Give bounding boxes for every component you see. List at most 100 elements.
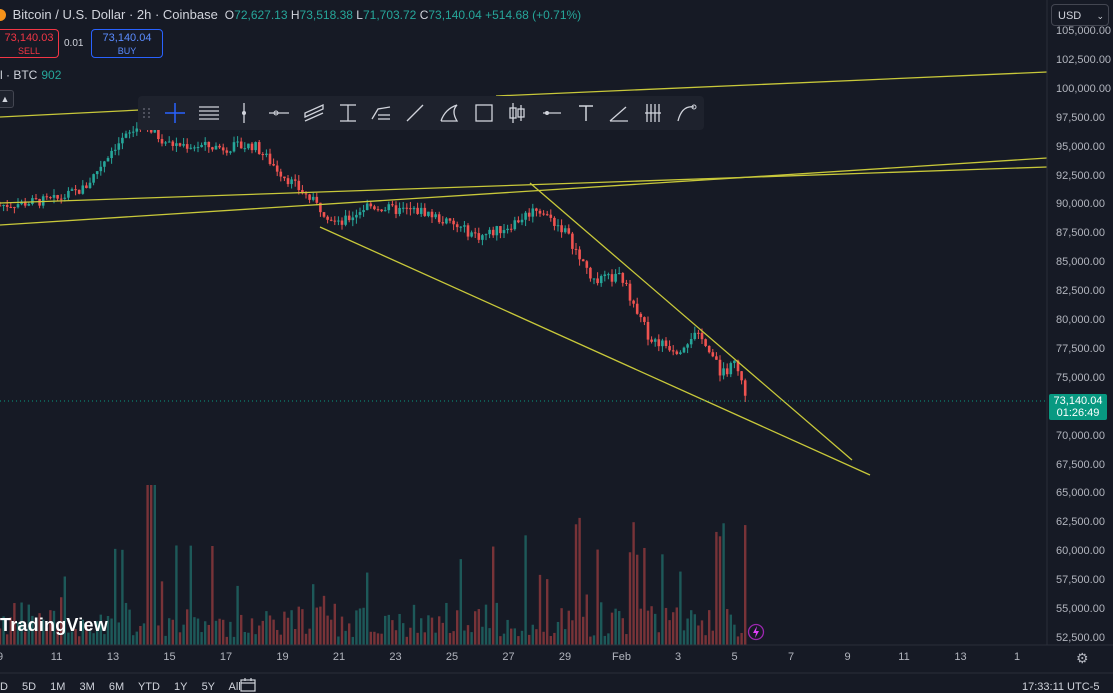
trend-line[interactable] bbox=[0, 157, 1048, 226]
horizontal-lines-icon[interactable] bbox=[196, 101, 222, 125]
trend-line[interactable] bbox=[529, 182, 853, 461]
candle bbox=[315, 192, 319, 206]
candle bbox=[607, 272, 610, 280]
candle bbox=[164, 141, 167, 146]
volume-bar bbox=[96, 621, 99, 645]
trend-line-icon[interactable] bbox=[402, 101, 428, 125]
volume-bar bbox=[582, 616, 585, 645]
volume-bar bbox=[142, 623, 146, 645]
trend-line[interactable] bbox=[495, 71, 1048, 97]
volume-bar bbox=[200, 632, 203, 645]
text-icon[interactable] bbox=[573, 101, 599, 125]
candle bbox=[664, 337, 668, 349]
volume-bar bbox=[114, 548, 117, 645]
volume-bar bbox=[452, 631, 455, 645]
price-axis-label: 90,000.00 bbox=[1056, 198, 1105, 211]
candle bbox=[452, 217, 455, 231]
volume-bar bbox=[675, 607, 678, 645]
spread-value: 0.01 bbox=[64, 38, 84, 49]
candle bbox=[308, 193, 311, 204]
candle bbox=[621, 272, 625, 287]
volume-bar bbox=[679, 571, 682, 645]
volume-bar bbox=[477, 609, 480, 645]
volume-bar bbox=[333, 603, 336, 645]
candle bbox=[430, 208, 434, 223]
candle bbox=[531, 203, 535, 223]
lightning-icon[interactable] bbox=[747, 623, 765, 641]
volume-bar bbox=[463, 630, 466, 645]
parallel-channel-icon[interactable] bbox=[301, 101, 327, 125]
calendar-icon[interactable] bbox=[240, 678, 256, 692]
volume-bar bbox=[56, 624, 59, 645]
bars-pattern-icon[interactable] bbox=[640, 101, 666, 125]
volume-bar bbox=[481, 626, 484, 645]
range-5Y[interactable]: 5Y bbox=[201, 681, 216, 693]
candle bbox=[225, 147, 229, 156]
drag-handle-icon[interactable] bbox=[140, 101, 154, 125]
currency-select[interactable]: USD ⌄ bbox=[1051, 4, 1109, 26]
candle bbox=[603, 270, 607, 282]
volume-bar bbox=[650, 606, 653, 645]
volume-bar bbox=[211, 545, 214, 645]
range-YTD[interactable]: YTD bbox=[137, 681, 160, 693]
curve-icon[interactable] bbox=[674, 101, 700, 125]
candle bbox=[495, 225, 499, 241]
path-icon[interactable] bbox=[437, 101, 463, 125]
rectangle-icon[interactable] bbox=[471, 101, 497, 125]
time-axis-label: 11 bbox=[898, 651, 910, 663]
volume-bar bbox=[603, 635, 606, 645]
candle bbox=[347, 210, 351, 223]
candle bbox=[502, 224, 506, 238]
fib-retracement-icon[interactable] bbox=[335, 101, 361, 125]
range-1M[interactable]: 1M bbox=[50, 681, 66, 693]
volume-bar bbox=[391, 620, 394, 645]
range-1Y[interactable]: 1Y bbox=[174, 681, 188, 693]
candle bbox=[286, 175, 290, 187]
volume-bar bbox=[488, 628, 491, 645]
candle bbox=[211, 146, 214, 152]
price-axis-label: 87,500.00 bbox=[1056, 227, 1105, 240]
candle bbox=[682, 346, 686, 354]
trend-line[interactable] bbox=[0, 109, 141, 118]
clock[interactable]: 17:33:11 UTC-5 bbox=[1022, 681, 1100, 693]
candle bbox=[293, 174, 297, 187]
horizontal-ray-icon[interactable] bbox=[266, 101, 292, 125]
volume-bar bbox=[128, 609, 131, 645]
candle bbox=[542, 210, 545, 216]
angle-icon[interactable] bbox=[606, 101, 632, 125]
volume-bar bbox=[67, 632, 70, 645]
candle bbox=[545, 210, 549, 216]
volume-bar bbox=[445, 602, 448, 645]
vertical-line-icon[interactable] bbox=[231, 101, 257, 125]
range-3M[interactable]: 3M bbox=[79, 681, 95, 693]
candle bbox=[470, 230, 473, 238]
volume-bar bbox=[373, 631, 376, 645]
trend-line[interactable] bbox=[319, 226, 871, 476]
volume-bar bbox=[240, 614, 243, 645]
symbol-title[interactable]: Bitcoin / U.S. Dollar · 2h · Coinbase bbox=[12, 7, 218, 22]
sell-button[interactable]: 73,140.03 SELL bbox=[0, 29, 59, 58]
volume-bar bbox=[135, 631, 138, 645]
volume-bar bbox=[654, 613, 657, 645]
trend-line[interactable] bbox=[0, 166, 1048, 204]
settings-gear-icon[interactable]: ⚙ bbox=[1076, 650, 1089, 666]
candle bbox=[380, 209, 383, 213]
crosshair-icon[interactable] bbox=[162, 101, 188, 125]
collapse-legend-button[interactable]: ▲ bbox=[0, 90, 14, 108]
candle bbox=[740, 370, 743, 385]
candle-icon[interactable] bbox=[504, 101, 530, 125]
candle bbox=[344, 209, 347, 227]
range-D[interactable]: D bbox=[0, 681, 8, 693]
volume-bar bbox=[168, 618, 171, 645]
range-6M[interactable]: 6M bbox=[108, 681, 125, 693]
buy-button[interactable]: 73,140.04 BUY bbox=[91, 29, 163, 58]
candle bbox=[715, 352, 718, 360]
horizontal-line-icon[interactable] bbox=[539, 101, 565, 125]
range-5D[interactable]: 5D bbox=[22, 681, 37, 693]
pitchfork-icon[interactable] bbox=[368, 101, 394, 125]
candle bbox=[707, 345, 711, 354]
volume-bar bbox=[704, 635, 707, 645]
candle bbox=[725, 363, 729, 377]
range-All[interactable]: All bbox=[228, 681, 241, 693]
